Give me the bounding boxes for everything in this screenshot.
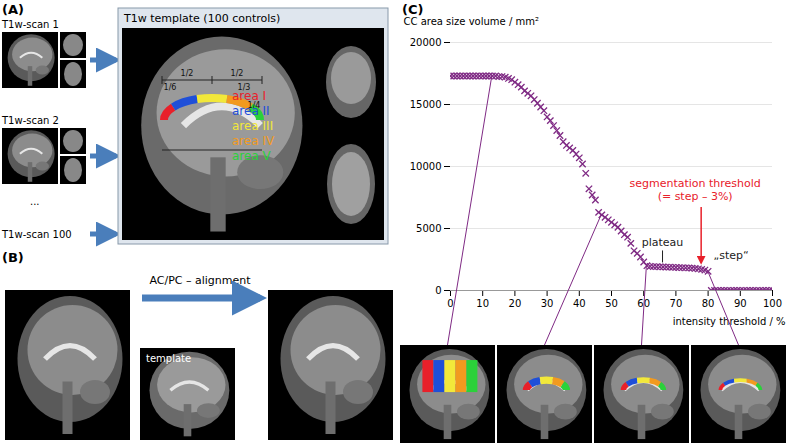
svg-text:area I: area I [232, 89, 266, 103]
svg-text:segmentation threshold: segmentation threshold [629, 177, 760, 190]
svg-text:40: 40 [573, 298, 586, 309]
svg-text:5000: 5000 [416, 223, 441, 234]
svg-text:template: template [146, 353, 191, 364]
svg-text:area II: area II [232, 104, 270, 118]
svg-text:80: 80 [702, 298, 715, 309]
svg-text:AC/PC – alignment: AC/PC – alignment [149, 274, 251, 287]
svg-text:20: 20 [509, 298, 522, 309]
svg-text:1/2: 1/2 [231, 69, 244, 78]
svg-text:„step“: „step“ [714, 249, 749, 262]
svg-text:60: 60 [637, 298, 650, 309]
svg-text:area III: area III [232, 119, 273, 133]
svg-text:CC area size volume / mm²: CC area size volume / mm² [404, 16, 539, 27]
svg-text:(A): (A) [2, 2, 24, 17]
svg-text:T1w-scan 2: T1w-scan 2 [1, 115, 59, 126]
svg-text:plateau: plateau [642, 236, 684, 249]
svg-text:30: 30 [541, 298, 554, 309]
svg-text:0: 0 [435, 285, 441, 296]
svg-text:15000: 15000 [410, 99, 442, 110]
svg-text:intensity threshold / %: intensity threshold / % [673, 316, 786, 327]
svg-text:0: 0 [447, 298, 453, 309]
svg-text:...: ... [30, 196, 40, 207]
svg-text:(B): (B) [2, 250, 24, 265]
svg-text:area IV: area IV [232, 134, 275, 148]
svg-text:10: 10 [476, 298, 489, 309]
svg-text:(C): (C) [402, 2, 424, 17]
svg-text:10000: 10000 [410, 161, 442, 172]
svg-text:100: 100 [763, 298, 782, 309]
svg-text:70: 70 [670, 298, 683, 309]
svg-text:T1w-scan 100: T1w-scan 100 [1, 229, 72, 240]
svg-text:50: 50 [605, 298, 618, 309]
svg-text:area V: area V [232, 149, 272, 163]
svg-text:T1w template (100 controls): T1w template (100 controls) [123, 12, 280, 25]
svg-text:1/2: 1/2 [181, 69, 194, 78]
svg-text:1/3: 1/3 [237, 83, 251, 92]
svg-text:20000: 20000 [410, 37, 442, 48]
svg-text:90: 90 [734, 298, 747, 309]
svg-text:1/6: 1/6 [164, 83, 177, 92]
svg-text:(= step – 3%): (= step – 3%) [658, 190, 733, 203]
svg-text:T1w-scan 1: T1w-scan 1 [1, 19, 59, 30]
